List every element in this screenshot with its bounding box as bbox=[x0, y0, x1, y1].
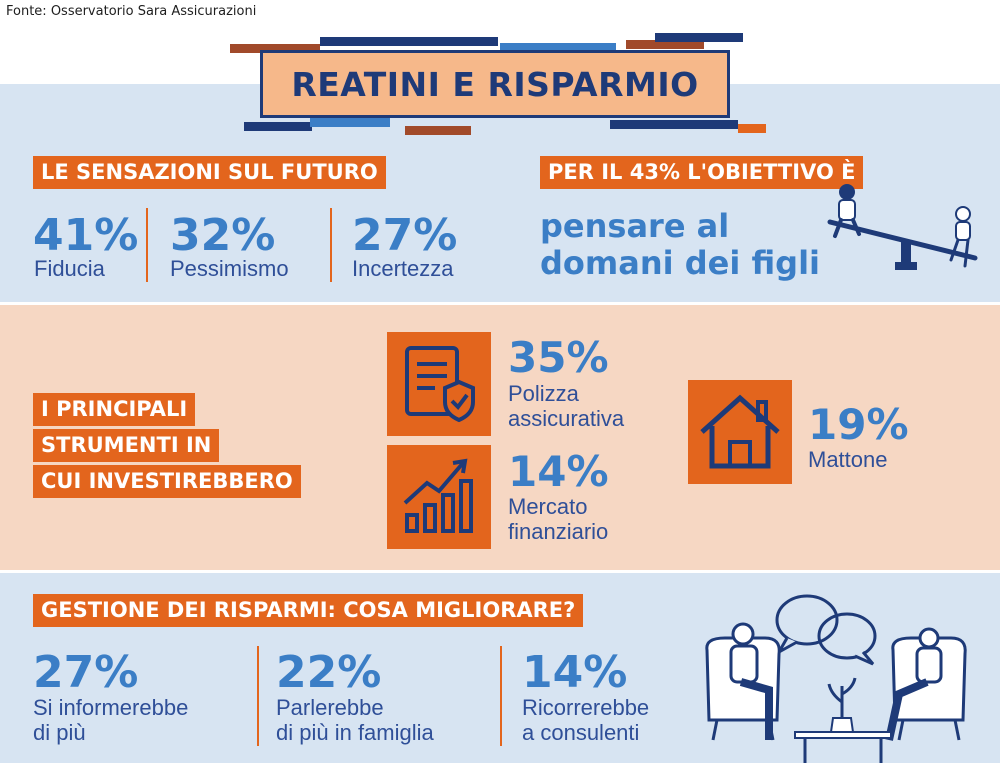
divider bbox=[500, 646, 502, 746]
source-note: Fonte: Osservatorio Sara Assicurazioni bbox=[6, 4, 257, 19]
seesaw-children-illustration bbox=[827, 184, 978, 270]
section-heading-gestione: GESTIONE DEI RISPARMI: COSA MIGLIORARE? bbox=[33, 594, 584, 627]
deco-bar bbox=[244, 122, 312, 131]
stat-value: 22% bbox=[276, 647, 382, 698]
section-heading-obiettivo: PER IL 43% L'OBIETTIVO È bbox=[540, 156, 864, 189]
stat-label: Si informerebbe bbox=[33, 695, 189, 720]
growth-chart-icon bbox=[387, 445, 491, 549]
policy-shield-icon bbox=[387, 332, 491, 436]
stat-value: 35% bbox=[508, 333, 609, 382]
section-heading-strumenti-1: I PRINCIPALI bbox=[33, 393, 196, 426]
divider bbox=[330, 208, 332, 282]
deco-bar bbox=[405, 126, 471, 135]
section-heading-strumenti-3: CUI INVESTIREBBERO bbox=[33, 465, 301, 498]
stat-label: Mattone bbox=[808, 447, 888, 472]
title-banner: REATINI E RISPARMIO bbox=[260, 50, 730, 118]
band-sensazioni bbox=[0, 84, 1000, 302]
stat-value: 32% bbox=[170, 210, 276, 261]
stat-label: Ricorrerebbe bbox=[522, 695, 650, 720]
stat-value: 27% bbox=[352, 210, 458, 261]
obiettivo-line-1: pensare al bbox=[540, 207, 730, 245]
house-icon bbox=[688, 380, 792, 484]
deco-bar bbox=[610, 120, 738, 129]
stat-label: Polizza bbox=[508, 381, 579, 406]
stat-label: a consulenti bbox=[522, 720, 640, 745]
stat-value: 27% bbox=[33, 647, 139, 698]
deco-bar bbox=[738, 124, 766, 133]
stat-label: Parlerebbe bbox=[276, 695, 384, 720]
page-title: REATINI E RISPARMIO bbox=[291, 64, 699, 104]
stat-value: 41% bbox=[33, 210, 139, 261]
stat-value: 14% bbox=[508, 447, 609, 496]
deco-bar bbox=[500, 43, 616, 52]
stat-label: di più in famiglia bbox=[276, 720, 434, 745]
deco-bar bbox=[655, 33, 743, 42]
deco-bar bbox=[230, 44, 320, 53]
deco-bar bbox=[320, 37, 498, 46]
divider bbox=[146, 208, 148, 282]
stat-label: Pessimismo bbox=[170, 256, 289, 281]
section-heading-strumenti-2: STRUMENTI IN bbox=[33, 429, 220, 462]
obiettivo-line-2: domani dei figli bbox=[540, 244, 820, 282]
stat-label: Fiducia bbox=[34, 256, 105, 281]
stat-label: finanziario bbox=[508, 519, 609, 544]
divider bbox=[257, 646, 259, 746]
stat-label: assicurativa bbox=[508, 406, 625, 431]
stat-value: 19% bbox=[808, 400, 909, 449]
stat-value: 14% bbox=[522, 647, 628, 698]
conversation-illustration bbox=[705, 594, 967, 763]
stat-label: Incertezza bbox=[352, 256, 454, 281]
stat-label: di più bbox=[33, 720, 86, 745]
section-heading-sensazioni: LE SENSAZIONI SUL FUTURO bbox=[33, 156, 386, 189]
deco-bar bbox=[626, 40, 704, 49]
deco-bar bbox=[310, 118, 390, 127]
stat-label: Mercato bbox=[508, 494, 588, 519]
